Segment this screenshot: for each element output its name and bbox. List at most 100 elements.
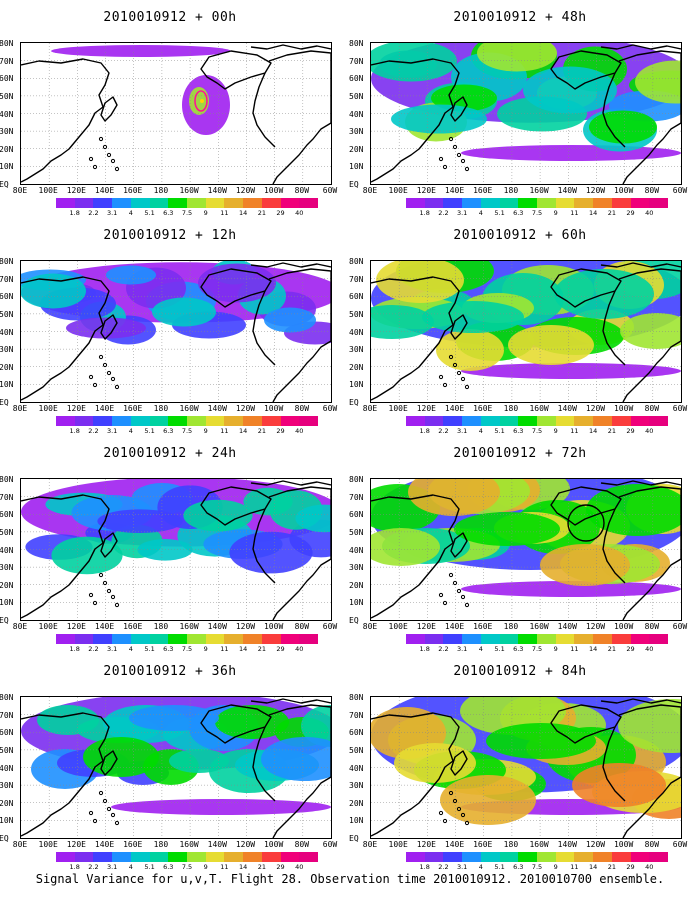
longitude-tick-label: 80E [362, 840, 378, 849]
colorbar-swatch [574, 852, 594, 862]
longitude-tick-label: 80E [362, 404, 378, 413]
longitude-tick-label: 120W [235, 840, 256, 849]
longitude-labels: 80E 100E 120E 140E 160E 180 160W 140W 120W 100W 80… [13, 622, 337, 632]
colorbar-level-label: 4 [478, 863, 483, 871]
colorbar-level-label: 5.1 [144, 427, 155, 435]
longitude-tick-label: 80W [294, 404, 310, 413]
colorbar-level-label: 11 [570, 209, 579, 217]
longitude-tick-label: 120W [235, 186, 256, 195]
coastline [200, 268, 272, 308]
longitude-tick-label: 120E [416, 404, 436, 413]
field-blob [66, 317, 146, 339]
island [102, 580, 108, 586]
latitude-tick-label: 40N [349, 109, 364, 119]
colorbar-swatch [224, 634, 244, 644]
coastline [200, 704, 272, 744]
coastline [250, 44, 331, 50]
colorbar-swatch [443, 416, 463, 426]
longitude-tick-label: 140W [207, 404, 227, 413]
latitude-tick-label: 60N [0, 728, 14, 738]
island [106, 588, 112, 594]
colorbar-level-label: 5.1 [494, 209, 505, 217]
longitude-tick-label: 80E [362, 622, 378, 631]
colorbar-swatch [74, 634, 94, 644]
colorbar-swatch [574, 634, 594, 644]
coastline [600, 698, 681, 704]
colorbar-swatch [187, 634, 206, 644]
colorbar-level-label: 1.8 [419, 645, 430, 653]
latitude-tick-label: 50N [0, 745, 14, 755]
colorbar-level-label: 9 [553, 209, 558, 217]
field-blob [461, 145, 681, 161]
colorbar-labels: 1.8 2.2 3.1 4 5.1 6.3 7.5 9 11 14 21 29 40 [56, 645, 318, 654]
coastline [450, 532, 468, 558]
longitude-tick-label: 180 [503, 186, 519, 195]
latitude-tick-label: 30N [0, 563, 14, 573]
colorbar-labels: 1.8 2.2 3.1 4 5.1 6.3 7.5 9 11 14 21 29 40 [56, 863, 318, 872]
field-blob [523, 66, 617, 114]
map-svg [371, 43, 681, 184]
colorbar-level-label: 9 [203, 863, 208, 871]
colorbar-level-label: 11 [220, 863, 229, 871]
longitude-tick-label: 160E [123, 186, 143, 195]
latitude-tick-label: 70N [0, 274, 14, 284]
field-blob [169, 749, 229, 773]
island [452, 144, 458, 150]
coastline [100, 532, 118, 558]
latitude-tick-label: 50N [349, 309, 364, 319]
colorbar-level-label: 29 [276, 645, 285, 653]
colorbar-level-label: 11 [570, 645, 579, 653]
colorbar-level-label: 21 [607, 863, 616, 871]
colorbar-swatch [593, 852, 612, 862]
latitude-labels: 80N 70N 60N 50N 40N 30N 20N 10N EQ [0, 476, 20, 625]
colorbar-level-label: 40 [295, 645, 304, 653]
coastline [600, 480, 681, 486]
colorbar [406, 634, 669, 644]
island [456, 806, 462, 812]
latitude-tick-label: 40N [349, 763, 364, 773]
colorbar-swatch [280, 634, 300, 644]
colorbar-level-label: 2.2 [88, 209, 99, 217]
island [448, 354, 454, 360]
colorbar-level-label: 4 [128, 427, 133, 435]
coastline [252, 268, 331, 402]
longitude-tick-label: 100E [388, 840, 408, 849]
colorbar-level-label: 2.2 [88, 863, 99, 871]
longitude-tick-label: 160W [529, 186, 549, 195]
colorbar-level-label: 40 [295, 427, 304, 435]
colorbar-swatch [93, 416, 113, 426]
longitude-tick-label: 180 [153, 186, 169, 195]
map-svg [371, 261, 681, 402]
colorbar-swatch [649, 198, 669, 208]
map-area [370, 696, 682, 839]
panel-title: 2010010912 + 60h [453, 228, 587, 243]
latitude-tick-label: 60N [349, 292, 364, 302]
colorbar-swatch [593, 416, 612, 426]
longitude-tick-label: 120W [585, 840, 606, 849]
coastline [200, 50, 272, 90]
field-blob [264, 307, 316, 333]
coastline [100, 750, 118, 776]
coastline [252, 50, 331, 184]
longitude-tick-label: 160E [473, 840, 493, 849]
field-blob [371, 528, 440, 566]
panel-title: 2010010912 + 36h [103, 664, 237, 679]
coastline [200, 486, 272, 526]
longitude-labels: 80E 100E 120E 140E 160E 180 160W 140W 120W 100W 80… [13, 186, 337, 196]
longitude-tick-label: 120E [66, 840, 86, 849]
map-panel: 2010010912 + 84h 80N 70N 60N 50N 40N 30N 20N 10N… [349, 654, 690, 876]
longitude-tick-label: 100E [388, 622, 408, 631]
latitude-tick-label: 40N [349, 545, 364, 555]
field-blob [635, 60, 681, 104]
colorbar-swatch [205, 852, 225, 862]
colorbar-swatch [112, 416, 131, 426]
longitude-tick-label: 140E [444, 622, 465, 631]
longitude-tick-label: 120W [585, 186, 606, 195]
colorbar-swatch [518, 634, 538, 644]
longitude-tick-label: 80E [12, 840, 28, 849]
field-blob [436, 329, 504, 371]
colorbar-swatch [574, 198, 594, 208]
colorbar-level-label: 3.1 [106, 209, 118, 217]
colorbar-level-label: 7.5 [181, 427, 193, 435]
latitude-tick-label: 30N [349, 781, 364, 791]
